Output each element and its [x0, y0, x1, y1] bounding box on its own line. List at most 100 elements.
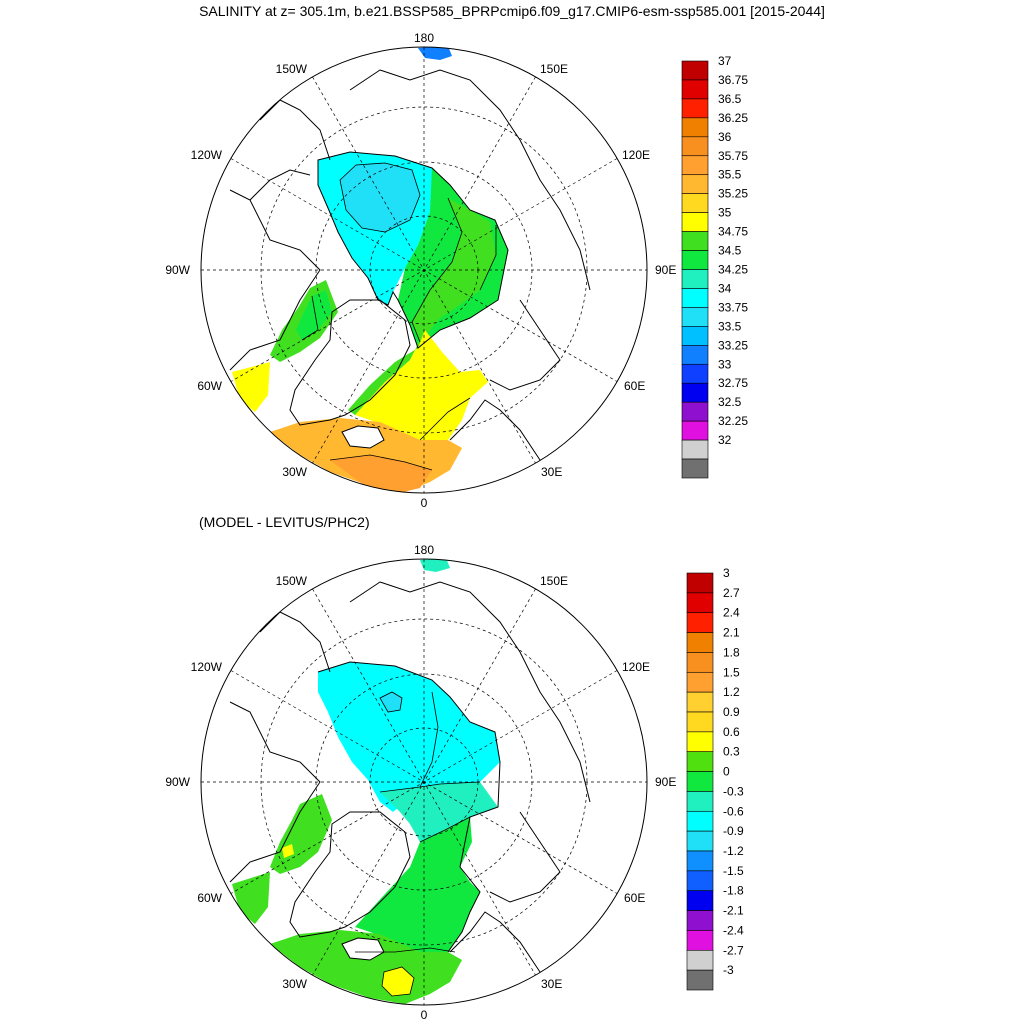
salinity-colorbar: 37 36.75 36.5 36.25 36 35.75 35.5 35.25 35 34.75 3… — [681, 54, 748, 479]
colorbar-label: 0.6 — [723, 725, 740, 739]
colorbar-label: 2.4 — [723, 606, 740, 620]
lon-label-60w: 60W — [197, 379, 222, 393]
difference-field — [229, 559, 591, 1004]
lon-label-30e: 30E — [541, 465, 562, 479]
difference-colorbar: 3 2.7 2.4 2.1 1.8 1.5 1.2 0.9 0.6 0.3 0 -0.3 -0.6 -0.… — [686, 566, 744, 991]
difference-region-north-atlantic — [270, 930, 462, 1004]
colorbar-label: -0.3 — [723, 784, 744, 798]
colorbar-swatch — [681, 269, 709, 289]
lon-label-150w: 150W — [276, 574, 308, 588]
lon-label-90e: 90E — [655, 263, 676, 277]
contour-lines — [355, 691, 481, 997]
colorbar-label: 34 — [718, 281, 732, 295]
lon-label-90w: 90W — [165, 775, 190, 789]
colorbar-swatch — [681, 117, 709, 138]
colorbar-label: 0.3 — [723, 745, 740, 759]
colorbar-swatch — [681, 155, 709, 176]
colorbar-swatch — [686, 731, 714, 753]
colorbar-swatch — [686, 652, 714, 673]
lon-label-0: 0 — [421, 1008, 428, 1022]
lon-label-30e: 30E — [541, 977, 562, 991]
colorbar-swatch — [686, 870, 714, 892]
colorbar-swatch — [681, 212, 709, 232]
colorbar-label: -1.2 — [723, 844, 744, 858]
colorbar-label: 1.5 — [723, 665, 740, 679]
difference-region-bering — [420, 559, 450, 572]
lon-label-30w: 30W — [282, 465, 307, 479]
lon-label-60e: 60E — [624, 891, 645, 905]
colorbar-label: -1.8 — [723, 884, 744, 898]
colorbar-label: 34.5 — [718, 244, 742, 258]
graticule — [201, 559, 647, 1005]
lon-label-180: 180 — [414, 31, 434, 45]
colorbar-label: 32.75 — [718, 376, 748, 390]
lon-label-90e: 90E — [655, 775, 676, 789]
colorbar-swatch — [681, 363, 709, 384]
colorbar-label: -3 — [723, 963, 734, 977]
plot-title: SALINITY at z= 305.1m, b.e21.BSSP585_BPR… — [199, 3, 825, 19]
colorbar-label: 2.7 — [723, 586, 740, 600]
colorbar-label: 34.25 — [718, 263, 748, 277]
lon-label-60w: 60W — [197, 891, 222, 905]
longitude-labels: 180 150E 120E 90E 60E 30E 0 30W 60W 90W … — [165, 543, 676, 1022]
colorbar-label: 1.2 — [723, 685, 740, 699]
lon-label-90w: 90W — [165, 263, 190, 277]
lon-label-120w: 120W — [191, 148, 223, 162]
lon-label-180: 180 — [414, 543, 434, 557]
lon-label-30w: 30W — [282, 977, 307, 991]
colorbar-swatch — [686, 910, 714, 931]
colorbar-swatch — [681, 288, 709, 308]
salinity-field — [229, 47, 591, 493]
colorbar-swatch — [681, 60, 709, 81]
salinity-region-east-greenland — [348, 330, 425, 415]
colorbar-label: 33.5 — [718, 319, 742, 333]
colorbar-label: 0 — [723, 765, 730, 779]
colorbar-swatch — [686, 711, 714, 733]
colorbar-label: 33 — [718, 357, 732, 371]
plot-subtitle: (MODEL - LEVITUS/PHC2) — [199, 514, 370, 530]
colorbar-swatch — [681, 174, 709, 194]
salinity-region-gyre-core — [340, 163, 420, 232]
lon-label-120e: 120E — [622, 660, 650, 674]
colorbar-swatch — [681, 382, 709, 403]
colorbar-swatch — [686, 830, 714, 852]
difference-region-arctic-basin — [318, 662, 500, 812]
colorbar-label: 36.75 — [718, 73, 748, 87]
colorbar-label: 35.75 — [718, 149, 748, 163]
colorbar-swatch — [686, 949, 714, 971]
colorbar-swatch — [681, 458, 709, 479]
colorbar-label: 35.25 — [718, 187, 748, 201]
colorbar-swatch — [681, 136, 709, 157]
colorbar-swatch — [681, 98, 709, 119]
colorbar-swatch — [686, 751, 714, 772]
colorbar-swatch — [681, 193, 709, 213]
colorbar-label: 33.25 — [718, 338, 748, 352]
map-border — [200, 558, 648, 1006]
colorbar-swatch — [686, 632, 714, 653]
difference-map: 180 150E 120E 90E 60E 30E 0 30W 60W 90W … — [165, 543, 676, 1022]
coastlines — [229, 581, 591, 993]
colorbar-label: 32 — [718, 433, 732, 447]
lon-label-150w: 150W — [276, 62, 308, 76]
colorbar-swatch — [681, 231, 709, 251]
map-border — [200, 46, 648, 494]
graticule — [201, 47, 647, 493]
colorbar-label: 35 — [718, 206, 732, 220]
colorbar-swatch — [681, 307, 709, 327]
colorbar-label: 36.25 — [718, 111, 748, 125]
colorbar-swatch — [686, 691, 714, 713]
difference-region-subpolar-yellow — [382, 967, 414, 996]
colorbar-label: 36 — [718, 130, 732, 144]
lon-label-150e: 150E — [540, 62, 568, 76]
colorbar-label: -2.1 — [723, 904, 744, 918]
colorbar-swatch — [681, 326, 709, 346]
lon-label-60e: 60E — [624, 379, 645, 393]
difference-region-nordic-seas — [355, 817, 480, 952]
difference-region-baffin-yellow — [282, 844, 294, 858]
colorbar-swatch — [686, 850, 714, 872]
colorbar-swatch — [686, 671, 714, 693]
colorbar-swatch — [686, 930, 714, 951]
colorbar-label: 35.5 — [718, 168, 742, 182]
colorbar-label: 2.1 — [723, 626, 740, 640]
iceland — [341, 425, 385, 449]
